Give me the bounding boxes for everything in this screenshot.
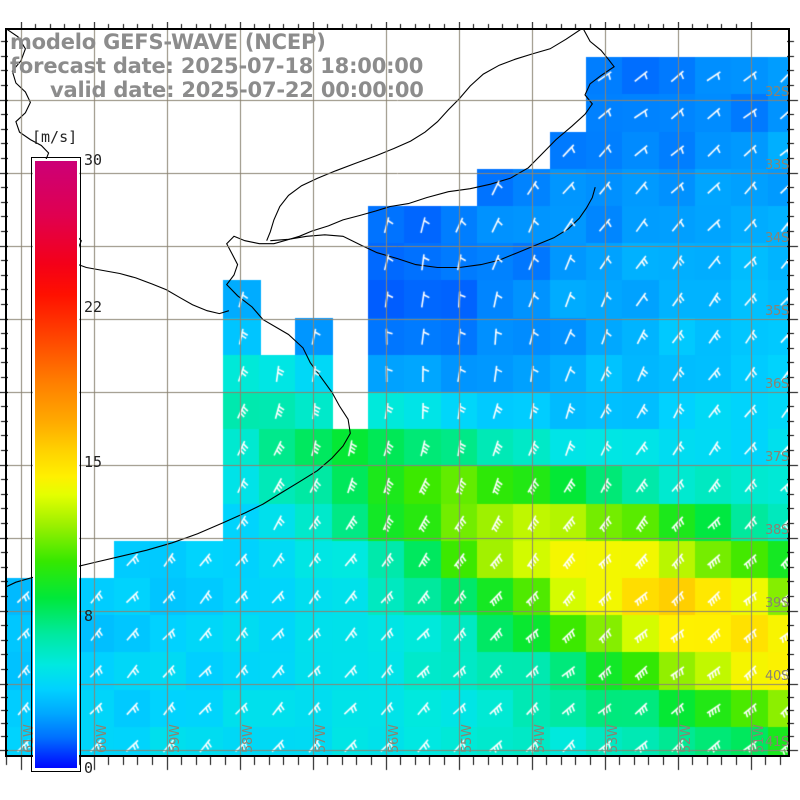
colorbar-tick-label: 22 — [84, 298, 103, 316]
longitude-label: 56W — [387, 724, 402, 754]
latitude-label: 37S — [765, 450, 789, 465]
longitude-label: 59W — [168, 724, 183, 754]
frame-bottom-border — [5, 755, 790, 757]
bottom-axis-ticks — [5, 757, 790, 773]
colorbar-tick-label: 15 — [84, 453, 103, 471]
colorbar-tick-label: 30 — [84, 151, 103, 169]
colorbar-outline — [31, 157, 81, 772]
longitude-label: 54W — [533, 724, 548, 754]
right-axis-ticks — [787, 28, 799, 757]
map-panel[interactable] — [5, 28, 790, 757]
latitude-label: 38S — [765, 523, 789, 538]
latitude-label: 41S — [765, 735, 789, 750]
colorbar-gradient — [33, 159, 79, 770]
left-axis-ticks — [0, 28, 8, 757]
longitude-label: 53W — [606, 724, 621, 754]
longitude-label: 57W — [314, 724, 329, 754]
top-axis-ticks — [5, 22, 790, 30]
latitude-label: 36S — [765, 377, 789, 392]
graticule-grid — [5, 28, 790, 757]
colorbar-tick-label: 8 — [84, 607, 94, 625]
latitude-label: 35S — [765, 304, 789, 319]
longitude-label: 58W — [241, 724, 256, 754]
latitude-label: 40S — [765, 669, 789, 684]
latitude-label: 34S — [765, 231, 789, 246]
latitude-label: 33S — [765, 158, 789, 173]
map-canvas-stack — [5, 28, 790, 757]
latitude-label: 39S — [765, 596, 789, 611]
longitude-label: 55W — [460, 724, 475, 754]
colorbar-unit-label: [m/s] — [32, 128, 78, 146]
colorbar-tick-label: 0 — [84, 759, 94, 777]
longitude-label: 52W — [679, 724, 694, 754]
latitude-label: 32S — [765, 85, 789, 100]
colorbar-legend: [m/s] 30 22 15 8 0 — [26, 128, 136, 778]
